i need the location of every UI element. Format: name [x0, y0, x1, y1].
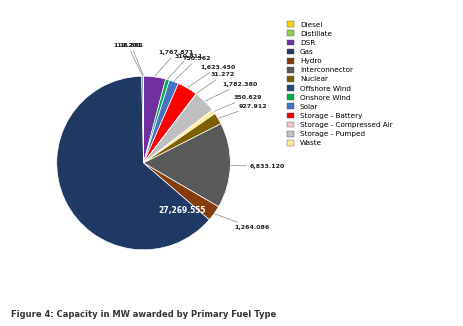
Wedge shape	[144, 94, 213, 163]
Text: 1,623.450: 1,623.450	[188, 65, 235, 87]
Text: 114.201: 114.201	[113, 43, 143, 75]
Wedge shape	[142, 76, 144, 163]
Text: 6,833.120: 6,833.120	[231, 164, 285, 169]
Wedge shape	[144, 76, 166, 163]
Wedge shape	[144, 114, 221, 163]
Text: 310.811: 310.811	[168, 54, 203, 79]
Text: 927.912: 927.912	[219, 104, 268, 118]
Text: Capacity Awarded by Primary Fuel Type (MW): Capacity Awarded by Primary Fuel Type (M…	[97, 9, 366, 19]
Text: 750.562: 750.562	[174, 56, 211, 81]
Legend: Diesel, Distillate, DSR, Gas, Hydro, Interconnector, Nuclear, Offshore Wind, Ons: Diesel, Distillate, DSR, Gas, Hydro, Int…	[286, 20, 394, 148]
Text: 1,767.871: 1,767.871	[155, 50, 193, 76]
Text: 1,264.086: 1,264.086	[215, 214, 269, 230]
Wedge shape	[144, 80, 178, 163]
Text: Figure 4: Capacity in MW awarded by Primary Fuel Type: Figure 4: Capacity in MW awarded by Prim…	[11, 310, 276, 319]
Text: 1,782.380: 1,782.380	[206, 82, 257, 101]
Text: 18.861: 18.861	[119, 43, 144, 75]
Text: 31.272: 31.272	[197, 72, 235, 93]
Wedge shape	[144, 83, 196, 163]
Wedge shape	[144, 79, 169, 163]
Wedge shape	[144, 110, 215, 163]
Wedge shape	[144, 124, 230, 207]
Wedge shape	[57, 76, 209, 250]
Wedge shape	[144, 163, 219, 220]
Wedge shape	[144, 94, 196, 163]
Text: 27,269.555: 27,269.555	[159, 206, 206, 215]
Text: 350.629: 350.629	[214, 95, 262, 111]
